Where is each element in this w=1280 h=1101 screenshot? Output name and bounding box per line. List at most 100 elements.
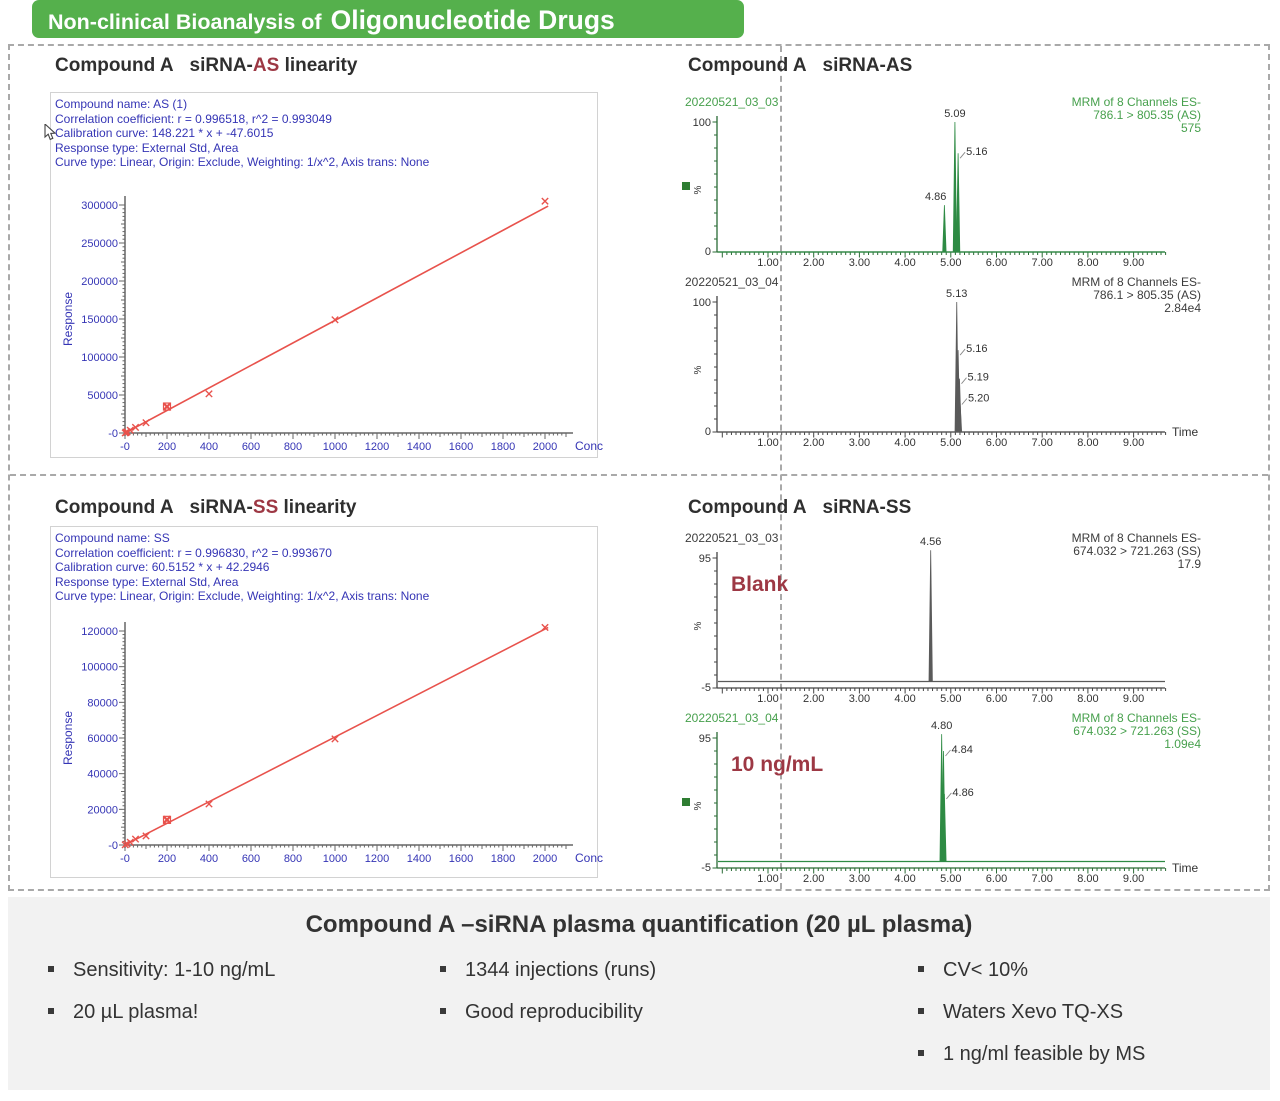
panel-divider-vertical [780, 46, 782, 889]
y-max-label: 100 [693, 297, 711, 309]
peak-label: 5.13 [946, 288, 967, 300]
x-tick-label: 3.00 [849, 873, 870, 885]
x-tick-label: 5.00 [940, 693, 961, 705]
linearity-label: linearity [278, 497, 357, 518]
compound-label: Compound A [55, 497, 174, 518]
y-axis-title: % [693, 621, 704, 630]
stats-line: Correlation coefficient: r = 0.996830, r… [55, 545, 332, 560]
x-tick-label: 9.00 [1123, 437, 1144, 449]
list-item: 1 ng/ml feasible by MS [918, 1043, 1250, 1066]
data-point-x [131, 835, 140, 843]
x-tick-label: 1.00 [757, 437, 778, 449]
slide-title-prefix: Non-clinical Bioanalysis of [48, 10, 322, 34]
peak-label: 4.56 [920, 536, 941, 548]
x-tick-label: 8.00 [1077, 873, 1098, 885]
x-tick-label: 8.00 [1077, 437, 1098, 449]
x-tick-label: 9.00 [1123, 873, 1144, 885]
data-point-x [205, 800, 213, 808]
data-point-x [142, 832, 150, 840]
y-min-label: 0 [705, 246, 711, 258]
sirna-label: siRNA- [189, 55, 253, 76]
y-max-label: 100 [693, 117, 711, 129]
y-tick-label: -0 [108, 428, 118, 440]
mrm-header-line: 786.1 > 805.35 (AS) [1093, 288, 1201, 302]
x-tick-label: -0 [120, 441, 130, 453]
strand-ss-label: SS [252, 497, 279, 518]
x-tick-label: 4.00 [894, 693, 915, 705]
data-point-x [163, 815, 171, 823]
mrm-header-line: 674.032 > 721.263 (SS) [1073, 724, 1201, 738]
fit-line [124, 626, 549, 846]
stats-line: Compound name: SS [55, 531, 170, 545]
y-max-label: 95 [699, 733, 711, 745]
mrm-header-line: MRM of 8 Channels ES- [1072, 711, 1201, 725]
x-tick-label: 1400 [407, 853, 431, 865]
x-tick-label: 3.00 [849, 437, 870, 449]
bullet-icon [918, 966, 924, 972]
sirna-label: siRNA- [822, 55, 886, 76]
x-tick-label: 6.00 [986, 873, 1007, 885]
mrm-header-line: 17.9 [1178, 557, 1202, 571]
x-tick-label: 1800 [491, 853, 515, 865]
peak [942, 793, 947, 862]
x-axis-title: Conc [575, 851, 603, 865]
peak-label: 5.09 [944, 108, 965, 120]
x-tick-label: 8.00 [1077, 693, 1098, 705]
stats-line: Curve type: Linear, Origin: Exclude, Wei… [55, 155, 430, 170]
concentration-annotation: 10 ng/mL [731, 753, 823, 776]
y-axis-title: Response [61, 292, 75, 346]
boxed-point [162, 815, 172, 824]
list-item: Sensitivity: 1-10 ng/mL [48, 959, 440, 982]
data-point-x [163, 816, 171, 825]
y-tick-label: 50000 [87, 390, 118, 402]
data-point-x [126, 838, 134, 846]
peak-label: 5.16 [966, 343, 987, 355]
peak-label-connector [959, 348, 966, 356]
y-tick-label: 80000 [87, 697, 118, 709]
strand-as-label: AS [885, 55, 913, 76]
bullet-text: Good reproducibility [465, 1001, 643, 1023]
bullet-text: 20 µL plasma! [73, 1001, 199, 1023]
strand-ss-label: SS [885, 497, 912, 518]
peak-label: 5.16 [966, 146, 987, 158]
y-min-label: -5 [701, 862, 711, 874]
slide-title-emphasis: Oligonucleotide Drugs [330, 5, 615, 35]
bullet-text: 1344 injections (runs) [465, 959, 657, 981]
run-id-label: 20220521_03_03 [685, 95, 779, 109]
bullet-text: Sensitivity: 1-10 ng/mL [73, 959, 276, 981]
x-tick-label: 1.00 [757, 257, 778, 269]
data-point-x [541, 623, 549, 632]
channel-marker-icon [682, 182, 690, 190]
ss-chromatogram-blank: 20220521_03_03 MRM of 8 Channels ES-674.0… [685, 531, 1202, 705]
y-tick-label: -0 [108, 840, 118, 852]
peak-label-connector [961, 377, 967, 384]
x-tick-label: 1200 [365, 853, 389, 865]
mouse-cursor-icon [44, 124, 57, 141]
bullet-icon [48, 966, 54, 972]
x-tick-label: 5.00 [940, 873, 961, 885]
bullet-icon [48, 1008, 54, 1014]
peak-label: 4.86 [925, 191, 946, 203]
channel-marker-icon [682, 798, 690, 806]
compound-label: Compound A [688, 497, 807, 518]
run-id-label: 20220521_03_03 [685, 531, 779, 545]
bullet-text: CV< 10% [943, 959, 1029, 981]
data-point-x [331, 316, 339, 324]
stats-line: Correlation coefficient: r = 0.996518, r… [55, 111, 332, 126]
x-tick-label: 9.00 [1123, 257, 1144, 269]
slide-title-banner: Non-clinical Bioanalysis of Oligonucleot… [32, 0, 744, 38]
peak-label: 5.19 [967, 372, 988, 384]
compound-label: Compound A [688, 55, 807, 76]
x-tick-label: 7.00 [1031, 873, 1052, 885]
mrm-header-line: MRM of 8 Channels ES- [1072, 531, 1201, 545]
data-point-x [163, 402, 171, 410]
as-calibration-frame [50, 92, 598, 458]
x-tick-label: 1800 [491, 441, 515, 453]
summary-column-3: CV< 10% Waters Xevo TQ-XS 1 ng/ml feasib… [918, 959, 1250, 1085]
peak-label-connector [946, 792, 952, 800]
y-tick-label: 120000 [81, 626, 118, 638]
mrm-header-line: 575 [1181, 121, 1201, 135]
x-tick-label: 5.00 [940, 257, 961, 269]
x-tick-label: 1000 [323, 441, 347, 453]
data-point-x [205, 390, 213, 398]
